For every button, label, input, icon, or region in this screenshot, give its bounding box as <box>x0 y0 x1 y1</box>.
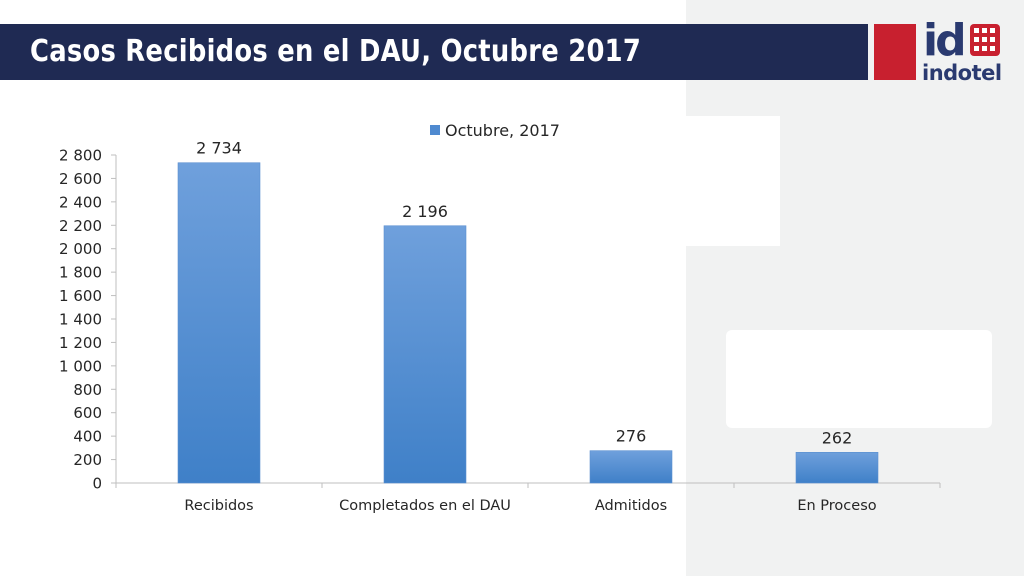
bar <box>383 225 467 484</box>
x-tick-label: Completados en el DAU <box>339 498 511 514</box>
bar <box>795 452 879 484</box>
y-tick-label: 400 <box>73 428 102 446</box>
bar <box>589 450 673 484</box>
legend-label: Octubre, 2017 <box>445 121 560 140</box>
x-tick-label: En Proceso <box>797 498 876 514</box>
logo-keypad-icon <box>970 24 1000 56</box>
y-tick-label: 1 200 <box>59 334 102 352</box>
y-tick-label: 600 <box>73 404 102 422</box>
y-tick-label: 1 000 <box>59 357 102 375</box>
slide-title: Casos Recibidos en el DAU, Octubre 2017 <box>30 34 642 69</box>
indotel-logo: id indotel <box>920 15 1020 88</box>
logo-name-text: indotel <box>922 61 1002 85</box>
y-tick-label: 1 400 <box>59 311 102 329</box>
y-tick-label: 0 <box>92 475 102 493</box>
legend-swatch <box>430 125 440 135</box>
y-tick-label: 800 <box>73 381 102 399</box>
data-label: 2 734 <box>196 139 242 158</box>
y-tick-label: 2 600 <box>59 170 102 188</box>
x-tick-label: Admitidos <box>595 498 667 514</box>
y-tick-label: 2 800 <box>59 147 102 165</box>
x-tick-label: Recibidos <box>184 498 253 514</box>
background-card <box>726 330 992 428</box>
data-label: 2 196 <box>402 202 448 221</box>
y-tick-label: 2 400 <box>59 193 102 211</box>
y-tick-label: 1 600 <box>59 287 102 305</box>
y-tick-label: 2 000 <box>59 240 102 258</box>
title-accent-block <box>874 24 916 80</box>
title-bar <box>0 24 868 80</box>
bar <box>177 162 261 484</box>
logo-id-text: id <box>923 15 967 66</box>
data-label: 262 <box>822 428 853 447</box>
y-tick-label: 200 <box>73 451 102 469</box>
y-tick-label: 1 800 <box>59 264 102 282</box>
y-tick-label: 2 200 <box>59 217 102 235</box>
data-label: 276 <box>616 427 647 446</box>
